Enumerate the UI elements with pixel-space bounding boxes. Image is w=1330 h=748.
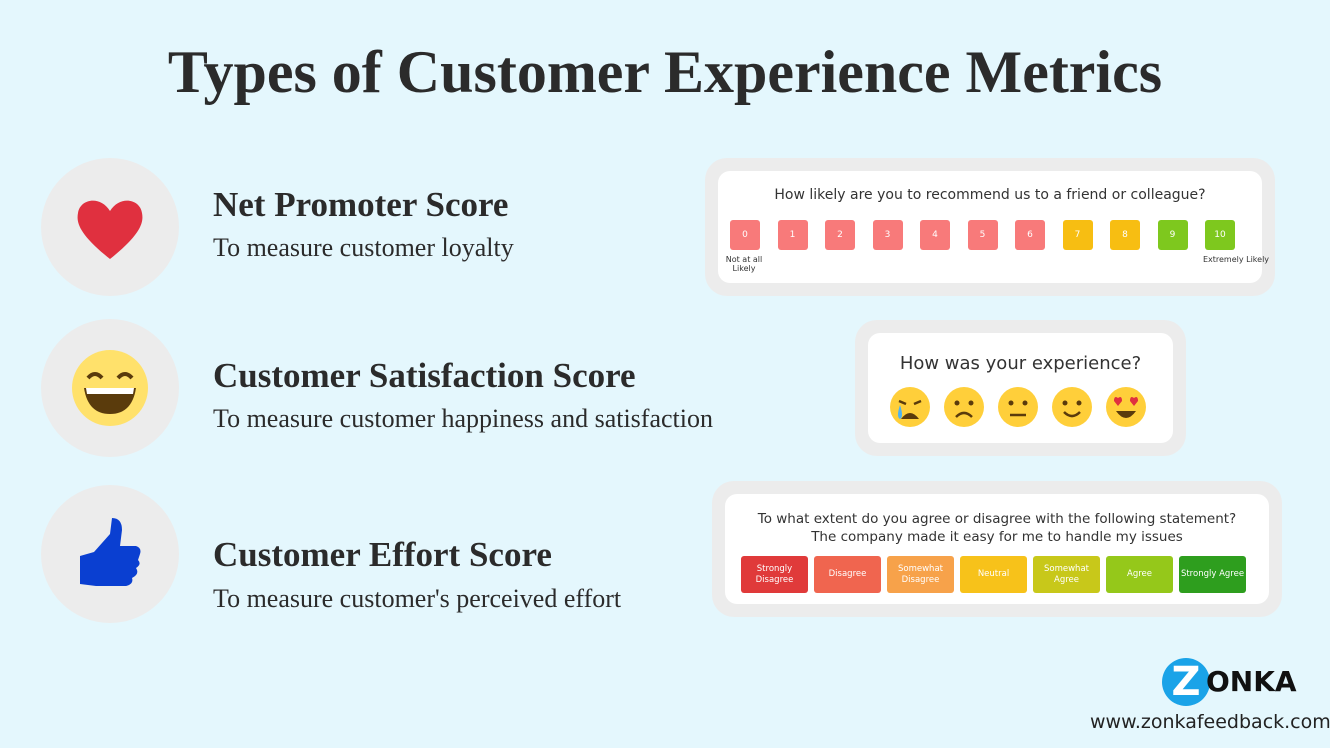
ces-option: Neutral [960,556,1027,593]
smile-icon [41,319,179,457]
nps-option: 9 [1157,220,1188,250]
ces-option: Strongly Agree [1179,556,1246,593]
metric-description: To measure customer happiness and satisf… [213,404,713,433]
title: Types of Customer Experience Metrics [167,39,1163,105]
ces-option: Agree [1106,556,1173,593]
metric-name: Customer Satisfaction Score [213,356,636,395]
logo-text: ONKA [1206,665,1297,698]
ces-option: Somewhat Disagree [887,556,954,593]
csat-card: How was your experience? [855,320,1186,456]
metric-name: Customer Effort Score [213,535,552,574]
nps-option: 5 [967,220,998,250]
low-label: Not at all Likely [725,255,763,273]
survey-question: To what extent do you agree or disagree … [757,511,1237,545]
nps-option: 10 [1205,220,1235,250]
nps-option: 8 [1110,220,1140,250]
ces-option: Somewhat Agree [1033,556,1100,593]
thumbs-up-icon [41,485,179,623]
nps-option: 3 [872,220,903,250]
nps-option: 0 [730,220,760,250]
nps-option: 2 [825,220,855,250]
nps-option: 6 [1015,220,1045,250]
survey-question: How was your experience? [899,353,1142,374]
heart-icon [41,158,179,296]
metric-description: To measure customer loyalty [213,233,514,262]
ces-option: Strongly Disagree [741,556,808,593]
nps-option: 1 [777,220,808,250]
logo-mark: Z [1162,658,1210,706]
ces-card: To what extent do you agree or disagree … [712,481,1282,617]
metric-description: To measure customer's perceived effort [213,584,622,613]
emoji-row [890,387,1146,427]
nps-option: 7 [1062,220,1093,250]
high-label: Extremely Likely [1202,255,1270,264]
nps-panel: How likely are you to recommend us to a … [718,171,1269,283]
survey-question: How likely are you to recommend us to a … [774,187,1206,203]
website: www.zonkafeedback.com [1090,711,1330,733]
metric-name: Net Promoter Score [213,185,509,224]
ces-option: Disagree [814,556,881,593]
nps-option: 4 [920,220,950,250]
csat-panel: How was your experience? [868,333,1173,443]
ces-panel: To what extent do you agree or disagree … [725,494,1269,604]
nps-card: How likely are you to recommend us to a … [705,158,1275,296]
